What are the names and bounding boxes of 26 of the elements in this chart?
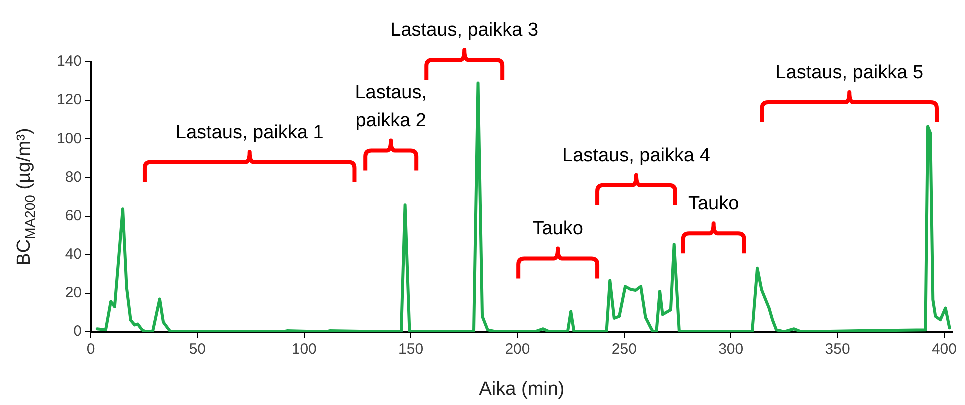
- text: Lastaus, paikka 3: [390, 20, 539, 42]
- annotation: Lastaus, paikka 4: [562, 145, 711, 166]
- x-tick-label: 300: [718, 341, 744, 358]
- x-tick-label: 150: [398, 341, 424, 358]
- y-tick-label: 140: [56, 53, 82, 70]
- y-tick-label: 20: [65, 284, 82, 302]
- x-tick-label: 400: [932, 341, 957, 358]
- x-tick-label: 50: [189, 341, 206, 358]
- y-tick-label: 100: [56, 130, 82, 148]
- annotation: Lastaus, paikka 1: [176, 122, 324, 144]
- y-axis-title: BCMA200 (µg/m³): [14, 128, 38, 266]
- x-axis-title: Aika (min): [479, 378, 565, 400]
- annotation: Tauko: [688, 194, 740, 215]
- x-tick-label: 0: [86, 341, 96, 358]
- annotation: Lastaus, paikka 2: [355, 82, 428, 132]
- y-tick-label: 120: [56, 92, 82, 109]
- x-tick-label: 250: [612, 341, 637, 358]
- y-tick-label: 40: [65, 246, 82, 263]
- y-tick-label: 60: [65, 207, 82, 224]
- annotation: Tauko: [532, 218, 584, 240]
- x-tick-label: 200: [505, 341, 530, 358]
- x-tick-label: 100: [292, 341, 317, 358]
- y-tick-label: 0: [74, 323, 82, 340]
- annotation: Lastaus, paikka 5: [776, 62, 924, 84]
- y-tick-label: 80: [65, 168, 82, 186]
- x-tick-label: 350: [825, 341, 850, 358]
